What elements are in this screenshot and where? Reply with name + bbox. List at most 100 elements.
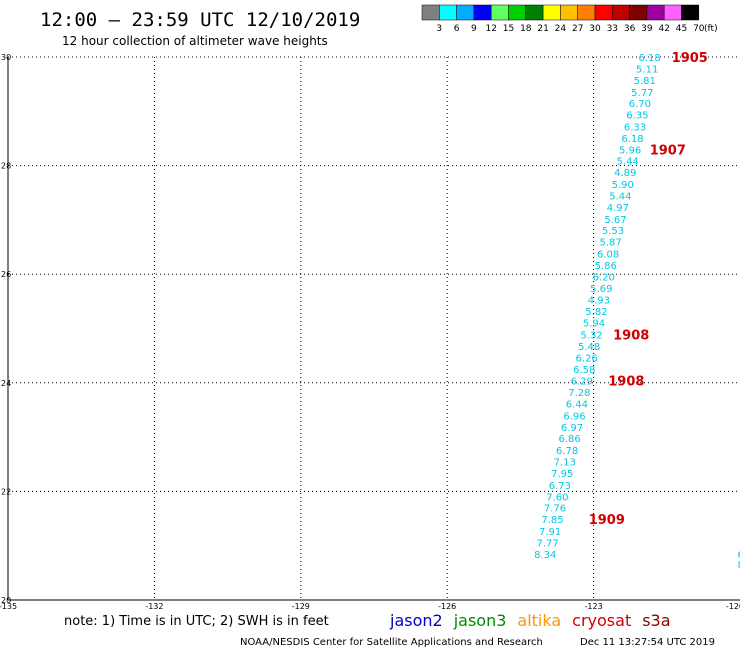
chart-subtitle: 12 hour collection of altimeter wave hei…	[62, 34, 328, 48]
swh-value-label: 6.29	[571, 377, 593, 388]
swh-value-label: 6.70	[629, 99, 651, 110]
color-swatch	[439, 4, 457, 21]
swh-value-label: 4.93	[588, 296, 610, 307]
swh-value-label: 7.85	[541, 515, 563, 526]
swh-value-label: 5.81	[634, 76, 656, 87]
swh-value-label: 6.18	[621, 134, 643, 145]
color-scale-label: 24	[555, 24, 567, 34]
color-scale-legend: 3 6 9 12 15 18 21 24 27 30 33 36 39 42 45 70 (ft)	[421, 4, 718, 34]
color-scale-label: 21	[537, 24, 548, 34]
swh-value-label: 7.60	[546, 492, 568, 503]
x-tick-label: -132	[145, 602, 163, 611]
x-tick-label: -126	[438, 602, 456, 611]
swh-value-label: 5.86	[595, 261, 617, 272]
swh-value-label: 5.82	[585, 307, 607, 318]
satellite-legend-cryosat: cryosat	[572, 611, 631, 630]
swh-value-label: 5.53	[602, 226, 624, 237]
color-swatch	[594, 4, 613, 21]
swh-value-label: 7.95	[551, 469, 573, 480]
y-tick-label: 28	[1, 162, 11, 171]
y-tick-label: 24	[1, 379, 11, 388]
color-swatch	[490, 4, 509, 21]
swh-value-label: 6.73	[549, 481, 571, 492]
swh-value-label: 6.78	[556, 446, 578, 457]
color-scale-label: 45	[676, 24, 687, 34]
swh-value-label: 6.26	[576, 353, 598, 364]
pass-time-labels: 1905 1907 1908 1908 1909	[589, 51, 708, 528]
x-tick-label: -123	[585, 602, 603, 611]
swh-value-label: 6.58	[573, 365, 595, 376]
x-tick-label: -120	[726, 602, 740, 611]
axis-tick-labels: -135 -132 -129 -126 -123 -120 20 22 24 26 28 30	[0, 53, 740, 611]
swh-value-label: 6.20	[593, 272, 615, 283]
swh-value-label: 5.44	[617, 157, 639, 168]
swh-value-label: 6.86	[558, 434, 580, 445]
footer-org: NOAA/NESDIS Center for Satellite Applica…	[240, 637, 543, 648]
satellite-legend-s3a: s3a	[642, 611, 670, 630]
color-scale-label: 36	[624, 24, 636, 34]
swh-value-label: 5.69	[590, 284, 612, 295]
y-tick-label: 30	[1, 53, 11, 62]
swh-value-label: 7.76	[544, 504, 566, 515]
color-swatch	[456, 4, 475, 21]
swh-value-label: 5.94	[583, 319, 605, 330]
swh-value-label: 7.77	[537, 538, 559, 549]
swh-value-label: 5.67	[604, 215, 626, 226]
color-scale-label: 33	[607, 24, 618, 34]
pass-time-label: 1907	[650, 143, 686, 158]
swh-value-label: 7.28	[568, 388, 590, 399]
color-scale-label: 18	[520, 24, 532, 34]
color-swatch	[577, 4, 596, 21]
swh-value-label: 5.11	[636, 64, 658, 75]
swh-edge-label: 6	[738, 550, 740, 561]
satellite-legend-jason3: jason3	[453, 611, 507, 630]
swh-value-label: 6.44	[566, 399, 588, 410]
swh-value-label: 5.90	[612, 180, 634, 191]
x-tick-label: -135	[0, 602, 17, 611]
swh-value-label: 7.13	[554, 458, 576, 469]
color-swatch	[663, 4, 682, 21]
color-scale-unit: (ft)	[704, 24, 718, 34]
color-scale-label: 30	[589, 24, 601, 34]
swh-value-label: 5.44	[609, 191, 631, 202]
swh-value-label: 6.35	[626, 111, 648, 122]
swh-value-label: 6.18	[638, 53, 660, 64]
swh-value-label: 5.48	[578, 342, 600, 353]
pass-time-label: 1908	[613, 328, 649, 343]
color-swatch	[473, 4, 492, 21]
swh-value-label: 6.97	[561, 423, 583, 434]
swh-value-label: 4.97	[607, 203, 629, 214]
plot-grid	[7, 56, 740, 601]
color-swatch	[421, 4, 440, 21]
color-scale-label: 15	[503, 24, 514, 34]
color-scale-label: 6	[454, 24, 460, 34]
wave-height-labels: 6.185.115.815.776.706.356.336.185.965.44…	[534, 53, 740, 571]
color-swatch	[508, 4, 527, 21]
satellite-legend-jason2: jason2	[389, 611, 443, 630]
swh-value-label: 6.96	[563, 411, 585, 422]
color-scale-label: 12	[485, 24, 496, 34]
y-tick-label: 26	[1, 270, 11, 279]
swh-value-label: 7.91	[539, 527, 561, 538]
note-text: note: 1) Time is in UTC; 2) SWH is in fe…	[64, 614, 329, 629]
satellite-legend-altika: altika	[517, 611, 561, 630]
swh-value-label: 8.34	[534, 550, 556, 561]
y-tick-label: 22	[1, 487, 11, 496]
swh-value-label: 5.87	[599, 238, 621, 249]
color-swatch	[646, 4, 665, 21]
color-swatch	[612, 4, 630, 21]
swh-value-label: 6.33	[624, 123, 646, 134]
pass-time-label: 1908	[608, 375, 644, 390]
color-swatch	[542, 4, 561, 21]
color-swatch	[629, 4, 648, 21]
color-scale-label: 39	[641, 24, 653, 34]
color-scale-label: 9	[471, 24, 477, 34]
footer-timestamp: Dec 11 13:27:54 UTC 2019	[580, 637, 715, 648]
pass-time-label: 1905	[672, 51, 708, 66]
x-tick-label: -129	[292, 602, 310, 611]
swh-value-label: 5.96	[619, 145, 641, 156]
satellite-legend: jason2 jason3 altika cryosat s3a	[389, 611, 671, 630]
color-swatch	[560, 4, 578, 21]
swh-value-label: 5.77	[631, 88, 653, 99]
